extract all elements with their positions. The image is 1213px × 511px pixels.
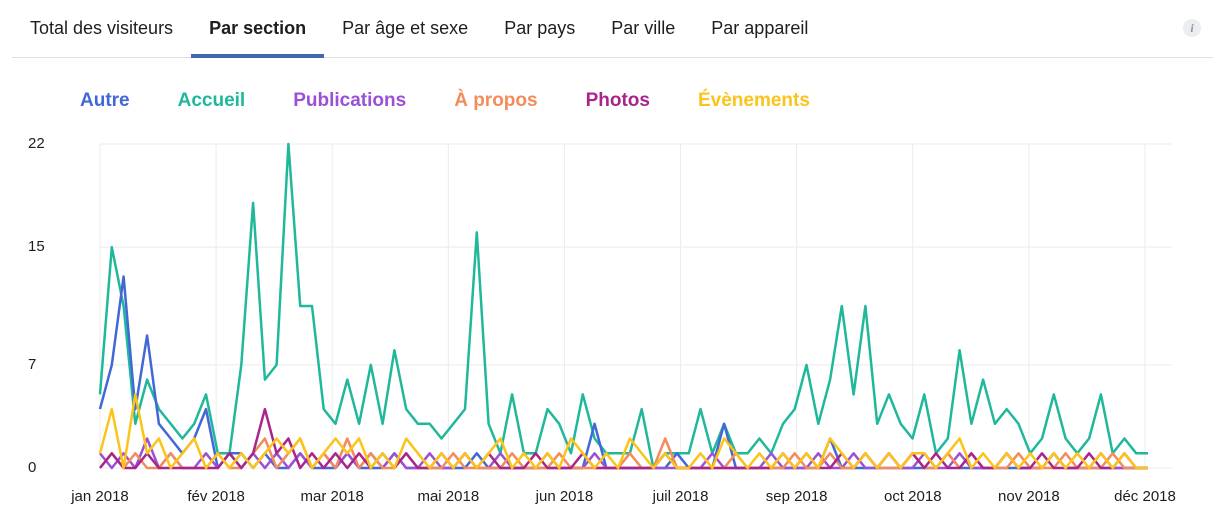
legend-item: Accueil (177, 90, 246, 111)
legend-item: Autre (80, 90, 130, 111)
legend-item: À propos (454, 90, 538, 111)
x-tick-label: juil 2018 (652, 488, 709, 505)
legend-item: Publications (293, 90, 407, 111)
series-line (99, 407, 1148, 470)
tab[interactable]: Par âge et sexe (342, 18, 469, 38)
series-line (98, 393, 1148, 470)
legend-item: Photos (585, 90, 650, 111)
y-tick-label: 7 (28, 356, 36, 373)
tab[interactable]: Total des visiteurs (30, 18, 174, 38)
x-tick-label: jun 2018 (535, 488, 594, 505)
x-tick-label: jan 2018 (70, 488, 129, 505)
y-tick-label: 22 (28, 135, 45, 152)
info-icon[interactable]: i (1183, 19, 1201, 37)
x-tick-label: sep 2018 (766, 488, 828, 505)
x-tick-label: nov 2018 (998, 488, 1060, 505)
tab[interactable]: Par pays (504, 18, 576, 38)
tab[interactable]: Par section (191, 0, 325, 58)
legend-item: Évènements (697, 90, 810, 111)
x-tick-label: mai 2018 (417, 488, 479, 505)
tab[interactable]: Par appareil (711, 18, 809, 38)
tab-bar: Total des visiteurs Par section Par âge et… (12, 0, 1213, 58)
y-tick-label: 0 (28, 459, 36, 476)
y-tick-label: 15 (28, 238, 45, 255)
x-tick-label: fév 2018 (187, 488, 245, 505)
tab[interactable]: Par ville (611, 18, 676, 38)
series-line (98, 142, 1148, 470)
x-tick-label: mar 2018 (301, 488, 364, 505)
x-tick-label: déc 2018 (1114, 488, 1176, 505)
legend: Autre Accueil Publications À propos Photos Év… (80, 90, 810, 112)
x-tick-label: oct 2018 (884, 488, 942, 505)
